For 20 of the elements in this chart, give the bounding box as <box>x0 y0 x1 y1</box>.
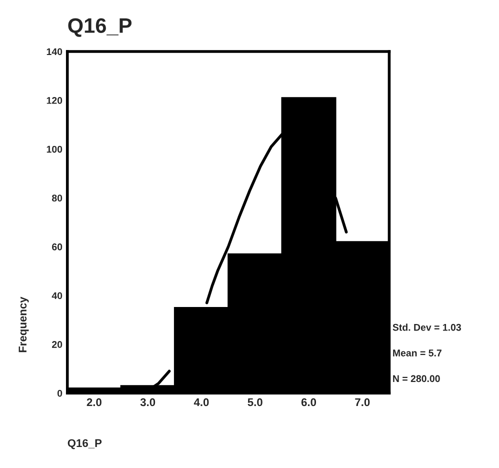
y-axis-title: Frequency <box>18 296 29 352</box>
y-tick-label: 140 <box>46 48 62 56</box>
text: Std. Dev = 1.03 <box>392 324 461 331</box>
y-tick-label: 20 <box>52 341 62 348</box>
x-tick-label: 7.0 <box>355 398 370 406</box>
x-tick-label: 6.0 <box>301 398 316 406</box>
x-tick-label: 5.0 <box>248 398 262 406</box>
x-tick-label: 3.0 <box>140 398 156 406</box>
x-axis-title: Q16_P <box>68 439 102 450</box>
text: Mean = 5.7 <box>393 350 442 356</box>
y-tick-label: 0 <box>57 390 62 397</box>
y-tick-label: 120 <box>46 97 62 104</box>
chart-title: Q16_P <box>68 18 132 37</box>
y-tick-label: 40 <box>52 292 62 300</box>
x-tick-label: 2.0 <box>86 398 102 406</box>
y-tick-label: 60 <box>52 243 62 250</box>
text: N = 280.00 <box>393 375 440 382</box>
x-tick-label: 4.0 <box>194 398 209 406</box>
y-tick-label: 100 <box>46 146 62 153</box>
y-tick-label: 80 <box>52 194 62 202</box>
